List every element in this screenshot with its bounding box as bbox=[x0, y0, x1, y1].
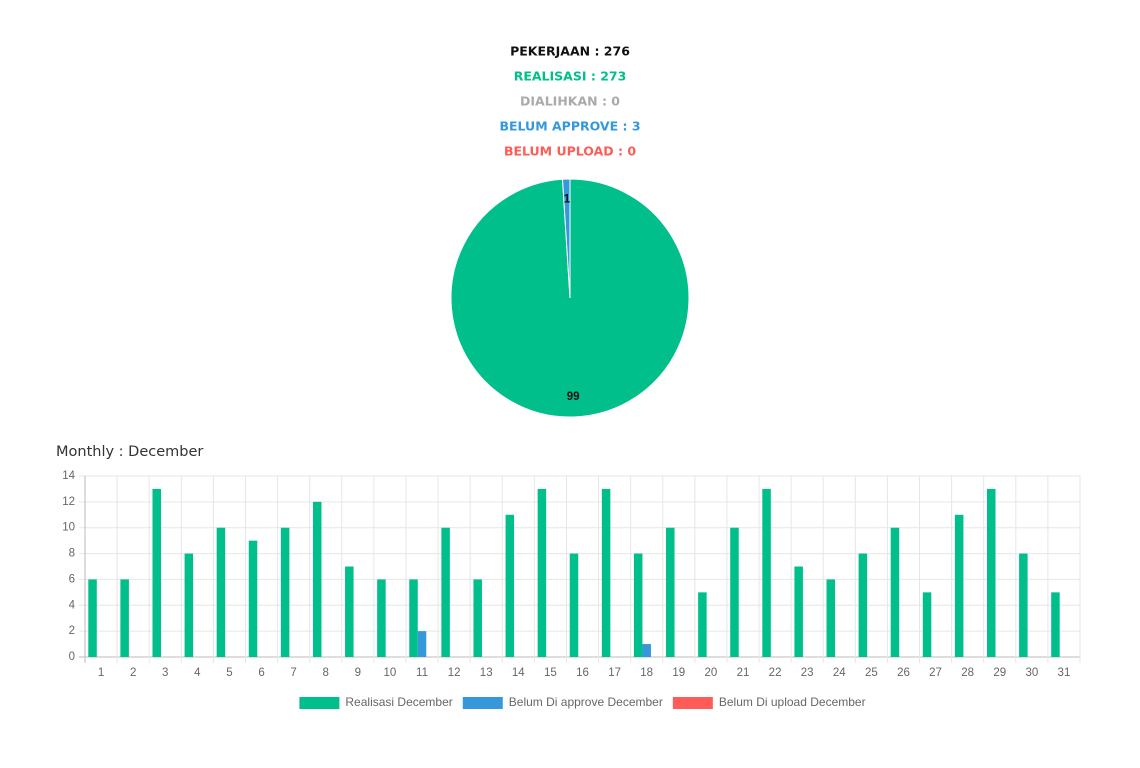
y-tick-label: 0 bbox=[69, 651, 75, 663]
bar bbox=[569, 553, 579, 657]
x-tick-label: 8 bbox=[323, 667, 329, 679]
bar bbox=[633, 553, 643, 657]
bar bbox=[184, 553, 194, 657]
summary-line: PEKERJAAN : 276 bbox=[510, 44, 630, 59]
legend-label: Realisasi December bbox=[345, 695, 452, 709]
bar bbox=[505, 514, 515, 657]
bar bbox=[152, 488, 161, 657]
bar bbox=[601, 488, 611, 657]
bar bbox=[409, 579, 418, 657]
bar bbox=[120, 579, 129, 657]
bar bbox=[666, 527, 675, 657]
bar bbox=[826, 579, 836, 657]
x-tick-label: 30 bbox=[1025, 667, 1038, 679]
x-tick-label: 27 bbox=[929, 667, 942, 679]
y-tick-label: 12 bbox=[62, 496, 75, 508]
bar bbox=[312, 501, 322, 657]
y-tick-label: 10 bbox=[62, 522, 75, 534]
bar bbox=[1019, 553, 1028, 657]
bar bbox=[762, 488, 771, 657]
x-tick-label: 11 bbox=[416, 667, 428, 679]
chart-title: Monthly : December bbox=[56, 444, 203, 460]
summary-line: DIALIHKAN : 0 bbox=[520, 94, 620, 109]
x-tick-label: 14 bbox=[512, 667, 525, 679]
x-tick-label: 3 bbox=[162, 667, 168, 679]
y-tick-label: 8 bbox=[69, 548, 75, 560]
x-tick-label: 31 bbox=[1058, 667, 1071, 679]
bar bbox=[88, 579, 97, 657]
bar bbox=[954, 514, 964, 657]
x-tick-label: 25 bbox=[865, 667, 878, 679]
y-tick-label: 2 bbox=[69, 625, 75, 637]
x-tick-label: 15 bbox=[544, 667, 557, 679]
x-tick-label: 22 bbox=[769, 667, 782, 679]
x-tick-label: 9 bbox=[355, 667, 361, 679]
bar bbox=[417, 631, 427, 657]
bar bbox=[986, 488, 996, 657]
bar bbox=[441, 527, 450, 657]
x-tick-label: 4 bbox=[194, 667, 201, 679]
x-tick-label: 16 bbox=[576, 667, 589, 679]
x-tick-label: 13 bbox=[480, 667, 493, 679]
bar bbox=[216, 527, 226, 657]
x-tick-label: 24 bbox=[833, 667, 846, 679]
bar bbox=[642, 644, 651, 657]
bar bbox=[794, 566, 803, 657]
x-tick-label: 5 bbox=[226, 667, 232, 679]
x-tick-label: 7 bbox=[290, 667, 296, 679]
pie-label: 1 bbox=[564, 193, 571, 205]
y-tick-label: 14 bbox=[62, 470, 75, 482]
legend-swatch bbox=[462, 697, 503, 709]
bar bbox=[473, 579, 482, 657]
bar bbox=[248, 540, 258, 657]
x-tick-label: 2 bbox=[130, 667, 136, 679]
bar bbox=[730, 527, 739, 657]
x-tick-label: 1 bbox=[98, 667, 104, 679]
x-tick-label: 19 bbox=[672, 667, 685, 679]
bar bbox=[922, 592, 932, 657]
x-tick-label: 21 bbox=[737, 667, 750, 679]
bar bbox=[698, 592, 707, 657]
bar bbox=[858, 553, 868, 657]
bar bbox=[537, 488, 547, 657]
x-tick-label: 20 bbox=[704, 667, 717, 679]
summary-line: BELUM UPLOAD : 0 bbox=[504, 144, 636, 159]
bar bbox=[377, 579, 386, 657]
bar bbox=[1051, 592, 1060, 657]
pie-slice bbox=[561, 178, 571, 299]
legend-label: Belum Di approve December bbox=[509, 695, 663, 709]
summary-line: REALISASI : 273 bbox=[514, 69, 627, 84]
x-tick-label: 26 bbox=[897, 667, 910, 679]
x-tick-label: 28 bbox=[961, 667, 974, 679]
bar bbox=[890, 527, 900, 657]
x-tick-label: 17 bbox=[608, 667, 621, 679]
bar bbox=[280, 527, 290, 657]
y-tick-label: 6 bbox=[69, 573, 75, 585]
y-tick-label: 4 bbox=[69, 599, 76, 611]
bar bbox=[345, 566, 354, 657]
x-tick-label: 10 bbox=[384, 667, 397, 679]
x-tick-label: 18 bbox=[640, 667, 653, 679]
x-tick-label: 29 bbox=[993, 667, 1006, 679]
x-tick-label: 23 bbox=[801, 667, 814, 679]
legend-swatch bbox=[299, 697, 340, 709]
x-tick-label: 6 bbox=[258, 667, 264, 679]
pie-label: 99 bbox=[567, 391, 580, 403]
legend-label: Belum Di upload December bbox=[719, 695, 866, 709]
summary-line: BELUM APPROVE : 3 bbox=[499, 119, 640, 134]
legend-swatch bbox=[672, 697, 713, 709]
x-tick-label: 12 bbox=[448, 667, 461, 679]
